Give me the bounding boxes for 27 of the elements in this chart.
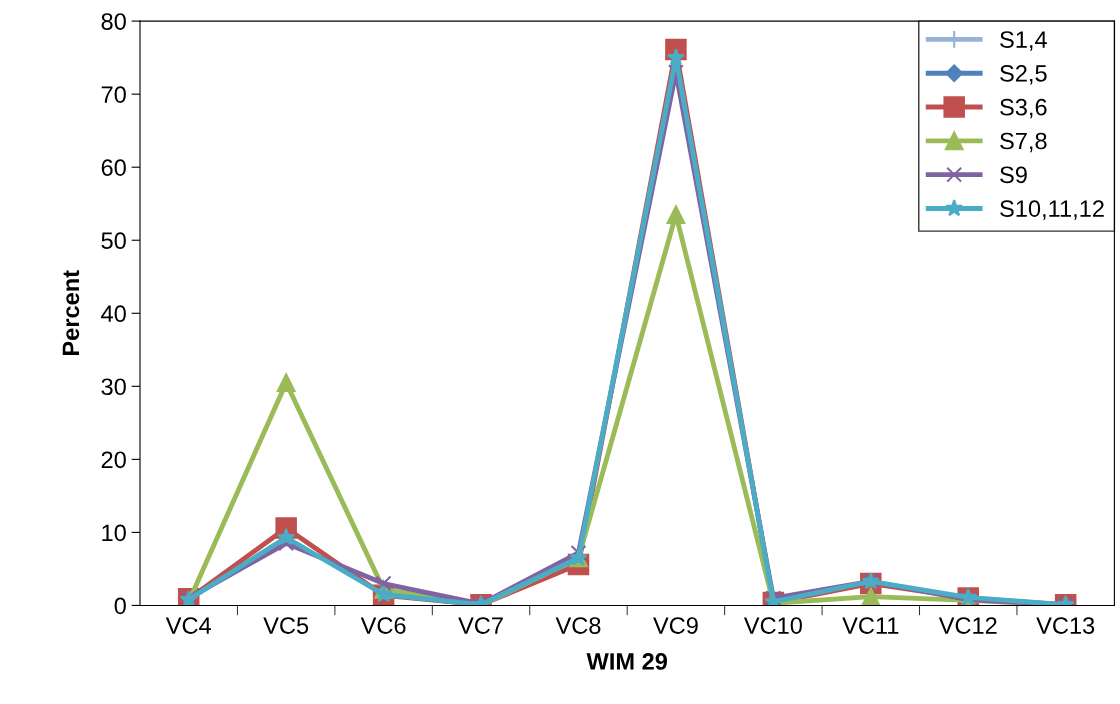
legend-label: S3,6 [1000, 98, 1047, 119]
x-tick-label: VC4 [165, 617, 211, 634]
y-tick-label: 70 [101, 86, 126, 103]
x-tick-label: VC13 [1036, 617, 1095, 634]
x-tick-label: VC7 [458, 617, 503, 634]
legend-label: S2,5 [1000, 65, 1047, 85]
x-tick-label: VC11 [842, 617, 899, 634]
x-tick-label: VC5 [263, 617, 309, 634]
y-tick-label: 60 [101, 159, 126, 176]
x-tick-label: VC8 [555, 617, 601, 634]
y-tick-label: 50 [101, 232, 126, 250]
y-tick-label: 0 [114, 597, 126, 615]
x-tick-label: VC9 [653, 617, 698, 634]
legend-label: S7,8 [1000, 132, 1047, 153]
y-tick-label: 40 [101, 305, 126, 323]
x-tick-label: VC12 [938, 617, 997, 634]
x-tick-label: VC10 [743, 617, 802, 634]
x-tick-label: VC6 [360, 617, 406, 634]
y-axis-title: Percent [62, 270, 80, 356]
x-axis-title: WIM 29 [586, 653, 667, 670]
y-tick-label: 20 [101, 451, 126, 469]
y-tick-label: 30 [101, 378, 126, 396]
y-tick-label: 80 [101, 13, 126, 30]
legend-label: S10,11,12 [1000, 200, 1104, 220]
legend-label: S9 [1000, 166, 1027, 184]
legend-label: S1,4 [1000, 31, 1047, 51]
y-tick-label: 10 [102, 524, 126, 542]
